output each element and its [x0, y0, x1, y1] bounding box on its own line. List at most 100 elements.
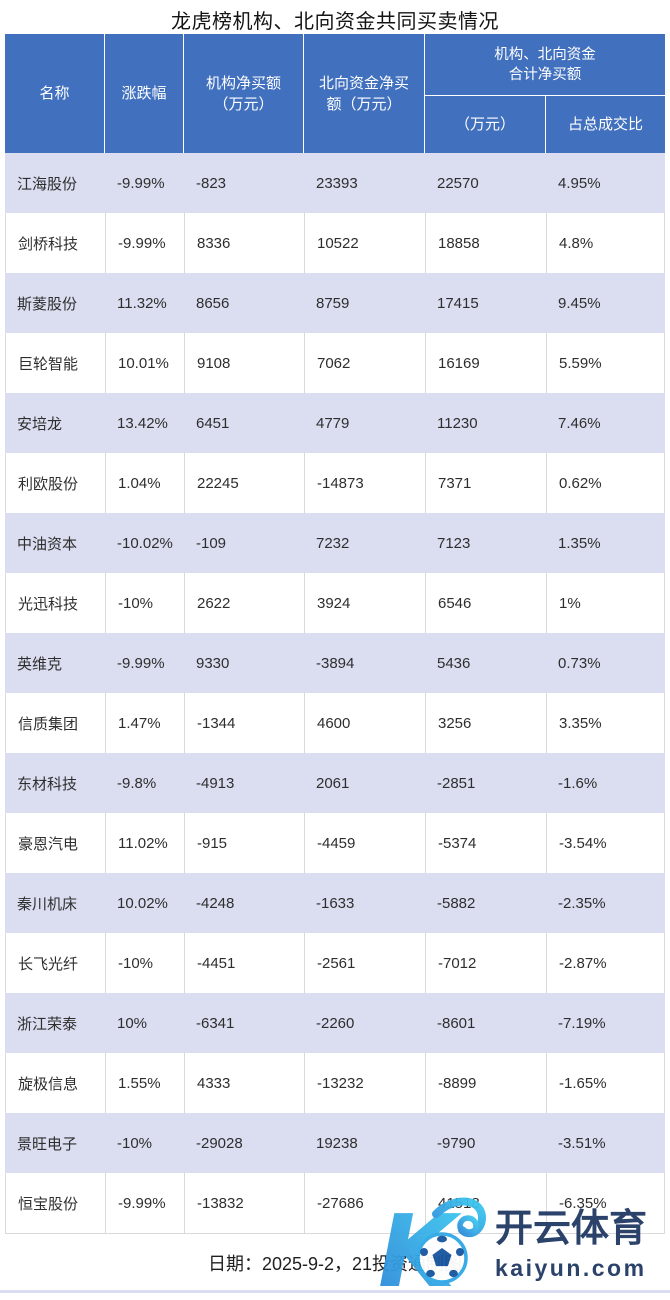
cell-change: -10% — [117, 1134, 153, 1152]
cell-institution-net: 9330 — [196, 654, 230, 672]
cell-northbound-net: -4459 — [305, 813, 426, 873]
header-combined-ratio: 占总成交比 — [567, 116, 643, 133]
cell-northbound-net: 7232 — [316, 534, 350, 552]
cell-change: -9.99% — [117, 654, 165, 672]
cell-change: -9.99% — [117, 174, 165, 192]
cell-institution-net: -29028 — [196, 1134, 243, 1152]
cell-change: -9.8% — [117, 774, 157, 792]
cell-change: -9.99% — [106, 213, 185, 273]
cell-name: 巨轮智能 — [6, 333, 106, 393]
cell-change: 11.32% — [117, 294, 167, 312]
cell-change: 13.42% — [117, 414, 168, 432]
cell-institution-net: -109 — [196, 534, 227, 552]
cell-ratio: -2.35% — [558, 894, 606, 912]
cell-ratio: 0.62% — [559, 474, 602, 492]
cell-northbound-net: -27686 — [305, 1173, 426, 1233]
table-row: 光迅科技 -10% 2622 3924 6546 1% — [5, 573, 665, 633]
date-credit-text: 日期：2025-9-2，21投资通制图 — [207, 1253, 463, 1274]
table-row: 江海股份 -9.99% -823 23393 22570 4.95% — [5, 153, 665, 213]
kaiyun-logo-icon: K — [378, 1193, 486, 1298]
cell-change: 10.01% — [106, 333, 185, 393]
cell-northbound-net: -14873 — [305, 453, 426, 513]
cell-institution-net: -4913 — [196, 774, 235, 792]
header-northbound-net-line1: 北向资金净买 — [318, 74, 409, 92]
table-row: 安培龙 13.42% 6451 4779 11230 7.46% — [5, 393, 665, 453]
header-change: 涨跌幅 — [105, 34, 184, 153]
cell-name: 信质集团 — [6, 693, 106, 753]
cell-northbound-net: 4779 — [316, 414, 350, 432]
table-row: 剑桥科技 -9.99% 8336 10522 18858 4.8% — [5, 213, 665, 273]
cell-name: 旋极信息 — [6, 1053, 106, 1113]
cell-name: 浙江荣泰 — [17, 1015, 78, 1033]
cell-institution-net: -13832 — [185, 1173, 305, 1233]
cell-northbound-net: -1633 — [316, 894, 355, 912]
table-row: 恒宝股份 -9.99% -13832 -27686 41518 -6.35% — [5, 1173, 665, 1233]
cell-institution-net: -4248 — [196, 894, 235, 912]
cell-name: 长飞光纤 — [6, 933, 106, 993]
cell-institution-net: -1344 — [185, 693, 305, 753]
cell-name: 光迅科技 — [6, 573, 106, 633]
cell-institution-net: 8656 — [196, 294, 230, 312]
cell-ratio: 4.8% — [559, 234, 594, 252]
cell-ratio: -1.6% — [558, 774, 598, 792]
cell-combined-net: -9790 — [437, 1134, 476, 1152]
cell-northbound-net: 8759 — [316, 294, 350, 312]
table-row: 旋极信息 1.55% 4333 -13232 -8899 -1.65% — [5, 1053, 665, 1113]
cell-ratio: 5.59% — [559, 354, 602, 372]
cell-combined-net: -8899 — [426, 1053, 547, 1113]
table-header: 名称 涨跌幅 机构净买额 （万元） 北向资金净买 额（万元） 机构、北向资金 合… — [5, 34, 665, 153]
cell-change: 1.47% — [106, 693, 185, 753]
cell-northbound-net: -3894 — [316, 654, 355, 672]
cell-combined-net: -5882 — [437, 894, 476, 912]
watermark-brand-cn: 开云体育 — [495, 1208, 648, 1250]
cell-combined-net: -2851 — [437, 774, 476, 792]
cell-combined-net: -5374 — [426, 813, 547, 873]
cell-combined-net: 6546 — [426, 573, 547, 633]
bottom-border-line — [0, 1290, 670, 1293]
cell-name: 中油资本 — [17, 535, 78, 553]
cell-institution-net: 22245 — [185, 453, 305, 513]
cell-change: -10% — [106, 573, 185, 633]
watermark-brand-domain: kaiyun.com — [495, 1255, 647, 1281]
cell-northbound-net: 3924 — [305, 573, 426, 633]
header-institution-net-line1: 机构净买额 — [205, 74, 281, 92]
page-title: 龙虎榜机构、北向资金共同买卖情况 — [171, 11, 499, 33]
header-combined-amount: （万元） — [425, 96, 546, 153]
cell-ratio: 9.45% — [558, 294, 601, 312]
cell-northbound-net: 7062 — [305, 333, 426, 393]
cell-name: 英维克 — [17, 655, 63, 673]
logo-curl — [457, 1215, 479, 1237]
cell-combined-net: 18858 — [426, 213, 547, 273]
cell-ratio: 1% — [559, 594, 581, 612]
cell-combined-net: 22570 — [437, 174, 479, 192]
table-row: 英维克 -9.99% 9330 -3894 5436 0.73% — [5, 633, 665, 693]
cell-ratio: 0.73% — [558, 654, 601, 672]
header-combined-title-line2: 合计净买额 — [508, 66, 582, 83]
dragon-tiger-table: 名称 涨跌幅 机构净买额 （万元） 北向资金净买 额（万元） 机构、北向资金 合… — [5, 34, 665, 1291]
header-institution-net-line2: （万元） — [213, 95, 274, 113]
cell-name: 斯菱股份 — [17, 295, 78, 313]
cell-name: 恒宝股份 — [6, 1173, 106, 1233]
cell-combined-net: 16169 — [426, 333, 547, 393]
cell-name: 东材科技 — [17, 775, 78, 793]
table-row: 景旺电子 -10% -29028 19238 -9790 -3.51% — [5, 1113, 665, 1173]
table-row: 信质集团 1.47% -1344 4600 3256 3.35% — [5, 693, 665, 753]
header-combined-subrow: （万元） 占总成交比 — [425, 95, 665, 153]
cell-ratio: 1.35% — [558, 534, 601, 552]
cell-combined-net: 5436 — [437, 654, 471, 672]
cell-ratio: -7.19% — [558, 1014, 606, 1032]
cell-ratio: 4.95% — [558, 174, 601, 192]
cell-change: 11.02% — [106, 813, 185, 873]
watermark-text-block: 开云体育 kaiyun.com — [495, 1192, 647, 1282]
cell-northbound-net: -2561 — [305, 933, 426, 993]
table-row: 长飞光纤 -10% -4451 -2561 -7012 -2.87% — [5, 933, 665, 993]
cell-northbound-net: -13232 — [305, 1053, 426, 1113]
cell-northbound-net: 10522 — [305, 213, 426, 273]
cell-northbound-net: 2061 — [316, 774, 350, 792]
football-icon — [416, 1232, 468, 1284]
header-combined-title-line1: 机构、北向资金 — [494, 46, 596, 63]
cell-name: 秦川机床 — [17, 895, 78, 913]
cell-ratio: -2.87% — [559, 954, 607, 972]
cell-name: 景旺电子 — [17, 1135, 78, 1153]
